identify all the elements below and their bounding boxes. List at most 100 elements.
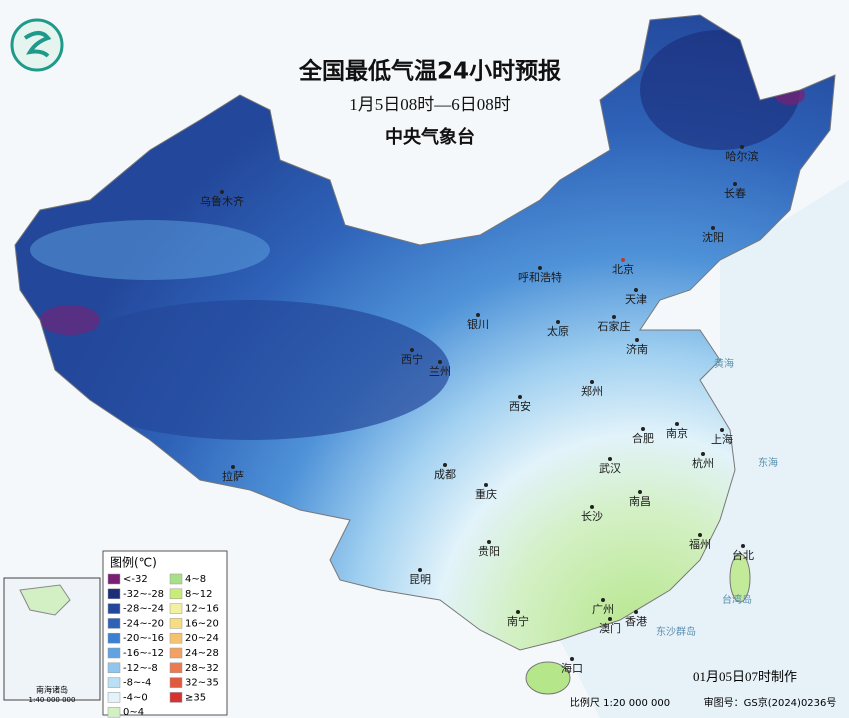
city-label: 南昌 [629,495,651,508]
legend-swatch [107,706,121,718]
city-label: 济南 [626,342,648,356]
legend-label: -28~-24 [123,604,164,615]
city-dot [538,266,542,270]
city-dot [487,540,491,544]
legend-label: -12~-8 [123,663,158,674]
legend-swatch [107,677,121,688]
sea-label: 台湾岛 [722,593,752,606]
legend-label: ≥35 [185,692,206,703]
legend-label: 28~32 [185,663,219,674]
city-label: 银川 [467,317,489,331]
city-label: 海口 [561,661,583,675]
city-dot [556,320,560,324]
legend-swatch [169,618,183,629]
city-label: 石家庄 [598,319,631,333]
city-label: 北京 [612,262,634,276]
city-dot [635,338,639,342]
period: 1月5日08时—6日08时 [349,95,511,114]
city-dot [438,360,442,364]
legend-swatch [169,647,183,659]
legend-swatch [107,588,121,600]
city-dot [638,490,642,494]
legend-label: 8~12 [185,589,212,600]
city-label: 长春 [724,187,746,200]
city-label: 贵阳 [478,545,500,558]
legend-swatch [169,588,183,600]
city-label: 乌鲁木齐 [200,194,244,208]
legend-swatch [107,647,121,659]
city-dot [634,288,638,292]
legend-label: 20~24 [185,633,219,644]
map-scale: 比例尺 1:20 000 000 [570,696,670,709]
city-label: 武汉 [599,462,621,475]
legend-label: -4~0 [123,692,148,703]
sea-label: 东海 [758,456,778,469]
inset: 南海诸岛 1:40 000 000 [3,577,101,704]
city-dot [634,610,638,614]
legend-swatch [169,603,183,614]
legend-title: 图例(℃) [110,556,157,570]
city-dot [418,568,422,572]
legend-swatch [107,573,121,585]
city-dot [641,427,645,431]
city-label: 昆明 [409,573,431,586]
city-label: 上海 [711,432,733,446]
city-dot [701,452,705,456]
legend-label: 16~20 [185,618,219,629]
city-label: 合肥 [632,431,654,445]
sea-label: 东沙群岛 [656,625,696,638]
legend-swatch [107,603,121,614]
city-dot [621,258,625,262]
city-dot [608,457,612,461]
city-dot [740,145,744,149]
city-label: 太原 [547,325,569,338]
city-dot [733,182,737,186]
city-label: 西宁 [401,352,423,366]
legend-label: -8~-4 [123,678,151,689]
city-label: 呼和浩特 [518,270,562,284]
city-dot [612,315,616,319]
city-dot [476,313,480,317]
city-dot [410,348,414,352]
city-dot [484,483,488,487]
legend-label: -20~-16 [123,633,164,644]
legend-label: -16~-12 [123,648,164,659]
city-label: 重庆 [475,487,497,501]
city-dot [608,617,612,621]
city-dot [518,395,522,399]
city-label: 南京 [666,426,688,440]
city-label: 南宁 [507,614,529,628]
city-dot [516,610,520,614]
city-dot [570,657,574,661]
city-label: 兰州 [429,365,451,378]
legend-label: 32~35 [185,678,219,689]
made-time: 01月05日07时制作 [693,669,797,684]
city-label: 西安 [509,399,531,413]
city-label: 台北 [732,548,754,562]
legend-label: 0~4 [123,707,144,718]
legend-swatch [169,692,183,703]
legend-label: -32~-28 [123,589,164,600]
city-label: 香港 [625,615,647,628]
city-dot [675,422,679,426]
issuer: 中央气象台 [385,126,475,148]
city-dot [601,598,605,602]
legend-label: <-32 [123,574,148,585]
legend-label: 24~28 [185,648,219,659]
city-label: 福州 [689,537,711,551]
city-dot [443,463,447,467]
city-label: 天津 [625,293,647,306]
city-label: 澳门 [599,621,621,635]
sea-label: 黄海 [714,357,734,370]
city-dot [698,533,702,537]
city-dot [711,226,715,230]
city-dot [590,505,594,509]
city-label: 广州 [592,603,614,616]
title: 全国最低气温24小时预报 [298,58,561,85]
city-label: 拉萨 [222,469,244,483]
sea [560,180,849,718]
legend-label: 12~16 [185,604,219,615]
legend-swatch [169,573,183,585]
